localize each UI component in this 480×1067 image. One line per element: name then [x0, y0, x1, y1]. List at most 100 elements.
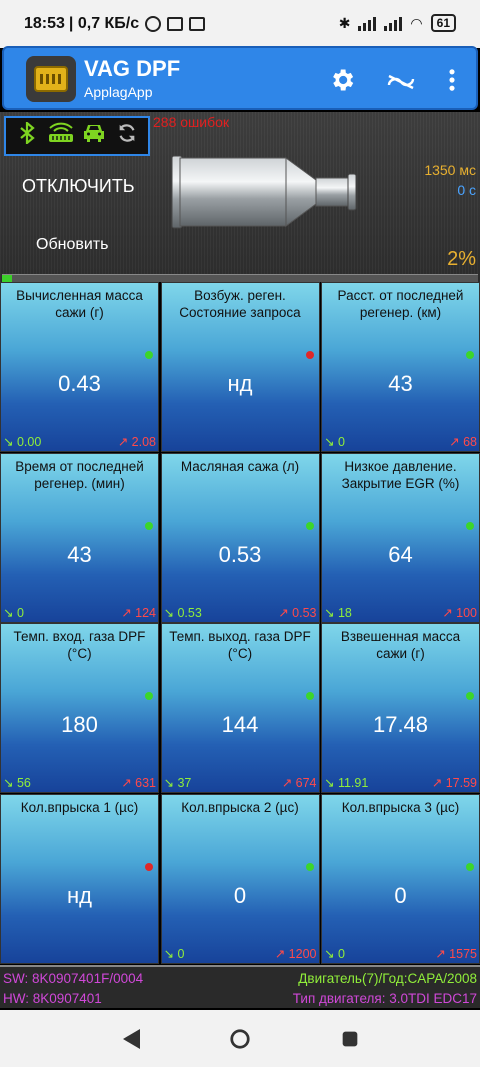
parameter-cell[interactable]: Возбуж. реген. Состояние запроса нд [160, 282, 320, 452]
status-dot [466, 351, 474, 359]
app-bar: VAG DPF ApplagApp [2, 46, 478, 110]
parameter-title: Кол.впрыска 3 (µс) [341, 799, 460, 815]
parameter-grid: Вычисленная масса сажи (г) 0.43 ↘ 0.00 ↗ 2.… [0, 282, 480, 964]
car-icon [80, 122, 108, 150]
app-title: VAG DPF [84, 56, 181, 81]
parameter-min: ↘ 11.91 [324, 776, 369, 791]
parameter-title: Кол.впрыска 1 (µс) [20, 799, 139, 815]
status-dot [305, 692, 314, 701]
app-logo [26, 56, 76, 102]
parameter-value: нд [67, 882, 92, 908]
navigation-bar [0, 1010, 480, 1067]
status-time: 18:53 [24, 15, 65, 32]
parameter-title: Взвешенная масса сажи (г) [340, 629, 461, 662]
parameter-max: ↗ 2.08 [117, 435, 156, 449]
status-dot [466, 521, 474, 530]
parameter-title: Низкое давление. Закрытие EGR (%) [341, 458, 460, 491]
software-version: SW: 8K0907401F/0004 [3, 971, 144, 986]
progress-percent: 2% [447, 248, 476, 270]
parameter-cell[interactable]: Кол.впрыска 3 (µс) 0 ↘ 0 ↗ 1575 [321, 793, 480, 964]
status-dot [145, 692, 153, 701]
parameter-max: ↗ 100 [442, 605, 477, 620]
back-icon[interactable] [120, 1028, 144, 1050]
status-dot [145, 351, 153, 359]
parameter-title: Кол.впрыска 2 (µс) [181, 799, 299, 815]
parameter-value: 17.48 [372, 712, 429, 738]
parameter-value: 64 [388, 541, 413, 567]
parameter-title: Темп. выход. газа DPF (°C) [169, 629, 311, 662]
parameter-cell[interactable]: Взвешенная масса сажи (г) 17.48 ↘ 11.91 ↗ 1… [321, 623, 480, 794]
time-s: 0 с [457, 182, 476, 198]
parameter-min: ↘ 0 [324, 946, 345, 961]
parameter-max: ↗ 68 [449, 435, 477, 449]
parameter-cell[interactable]: Вычисленная масса сажи (г) 0.43 ↘ 0.00 ↗ 2.… [0, 282, 159, 452]
status-dot [466, 862, 474, 871]
wifi-icon: ◠ [410, 14, 423, 31]
status-dot [145, 521, 153, 530]
parameter-min: ↘ 37 [163, 776, 192, 791]
parameter-cell[interactable]: Кол.впрыска 2 (µс) 0 ↘ 0 ↗ 1200 [160, 793, 320, 964]
alarm-icon [145, 16, 162, 32]
progress-bar [2, 274, 478, 282]
parameter-value: нд [227, 371, 253, 396]
more-vert-icon[interactable] [438, 66, 466, 94]
parameter-min: ↘ 18 [324, 605, 352, 620]
signal-icon-2 [384, 15, 403, 31]
parameter-cell[interactable]: Кол.впрыска 1 (µс) нд [0, 793, 159, 964]
status-dot [145, 862, 153, 871]
parameter-min: ↘ 0.00 [3, 435, 42, 449]
status-bar: 18:53 | 0,7 КБ/с ✱ ◠ 61 [0, 0, 480, 48]
bluetooth-status-icon: ✱ [338, 14, 351, 31]
obd-adapter-icon [46, 122, 74, 150]
parameter-cell[interactable]: Темп. вход. газа DPF (°C) 180 ↘ 56 ↗ 631 [0, 623, 159, 794]
recents-icon[interactable] [338, 1028, 362, 1050]
calendar-icon-2 [189, 17, 206, 31]
home-icon[interactable] [228, 1028, 252, 1050]
parameter-title: Расст. от последней регенер. (км) [337, 288, 464, 320]
parameter-max: ↗ 631 [121, 776, 156, 791]
engine-type: Тип двигателя: 3.0TDI EDC17 [292, 991, 477, 1006]
parameter-min: ↘ 0 [3, 605, 24, 620]
time-ms: 1350 мс [424, 162, 476, 178]
refresh-button[interactable]: Обновить [36, 236, 109, 253]
engine-info: Двигатель(7)/Год:CAPA/2008 [298, 971, 477, 986]
error-count[interactable]: 288 ошибок [153, 114, 230, 130]
parameter-value: 0 [394, 882, 407, 908]
parameter-max: ↗ 1200 [274, 946, 317, 961]
parameter-max: ↗ 0.53 [278, 605, 317, 620]
parameter-min: ↘ 56 [3, 776, 31, 791]
parameter-title: Время от последней регенер. (мин) [15, 458, 144, 491]
parameter-cell[interactable]: Темп. выход. газа DPF (°C) 144 ↘ 37 ↗ 674 [160, 623, 320, 794]
parameter-value: 0 [233, 882, 247, 908]
dpf-filter-image [171, 155, 357, 229]
status-dot [305, 862, 314, 871]
parameter-value: 180 [61, 712, 98, 738]
parameter-value: 0.43 [58, 371, 101, 396]
parameter-cell[interactable]: Расст. от последней регенер. (км) 43 ↘ 0 ↗ … [321, 282, 480, 452]
parameter-cell[interactable]: Время от последней регенер. (мин) 43 ↘ 0 ↗ … [0, 452, 159, 623]
parameter-max: ↗ 124 [121, 605, 156, 620]
hardware-version: HW: 8K0907401 [3, 991, 102, 1006]
connection-icon[interactable] [386, 66, 415, 94]
app-subtitle: ApplagApp [84, 84, 153, 100]
parameter-cell[interactable]: Масляная сажа (л) 0.53 ↘ 0.53 ↗ 0.53 [160, 452, 320, 623]
bluetooth-icon [13, 120, 41, 150]
parameter-max: ↗ 17.59 [431, 776, 477, 791]
parameter-title: Возбуж. реген. Состояние запроса [179, 288, 301, 320]
parameter-title: Масляная сажа (л) [180, 458, 300, 474]
gear-icon[interactable] [328, 66, 356, 94]
parameter-max: ↗ 674 [281, 776, 317, 791]
parameter-max: ↗ 1575 [435, 946, 477, 961]
parameter-min: ↘ 0.53 [163, 605, 202, 620]
connection-status-box [4, 116, 150, 156]
calendar-icon [167, 17, 184, 31]
parameter-value: 144 [221, 712, 259, 738]
status-dot [305, 521, 314, 530]
parameter-cell[interactable]: Низкое давление. Закрытие EGR (%) 64 ↘ 18 ↗… [321, 452, 480, 623]
status-speed: | 0,7 КБ/с [68, 15, 140, 32]
parameter-value: 43 [67, 541, 92, 567]
disconnect-button[interactable]: ОТКЛЮЧИТЬ [22, 176, 135, 196]
status-dot [305, 351, 314, 359]
status-dot [466, 692, 474, 701]
parameter-value: 43 [388, 371, 413, 396]
